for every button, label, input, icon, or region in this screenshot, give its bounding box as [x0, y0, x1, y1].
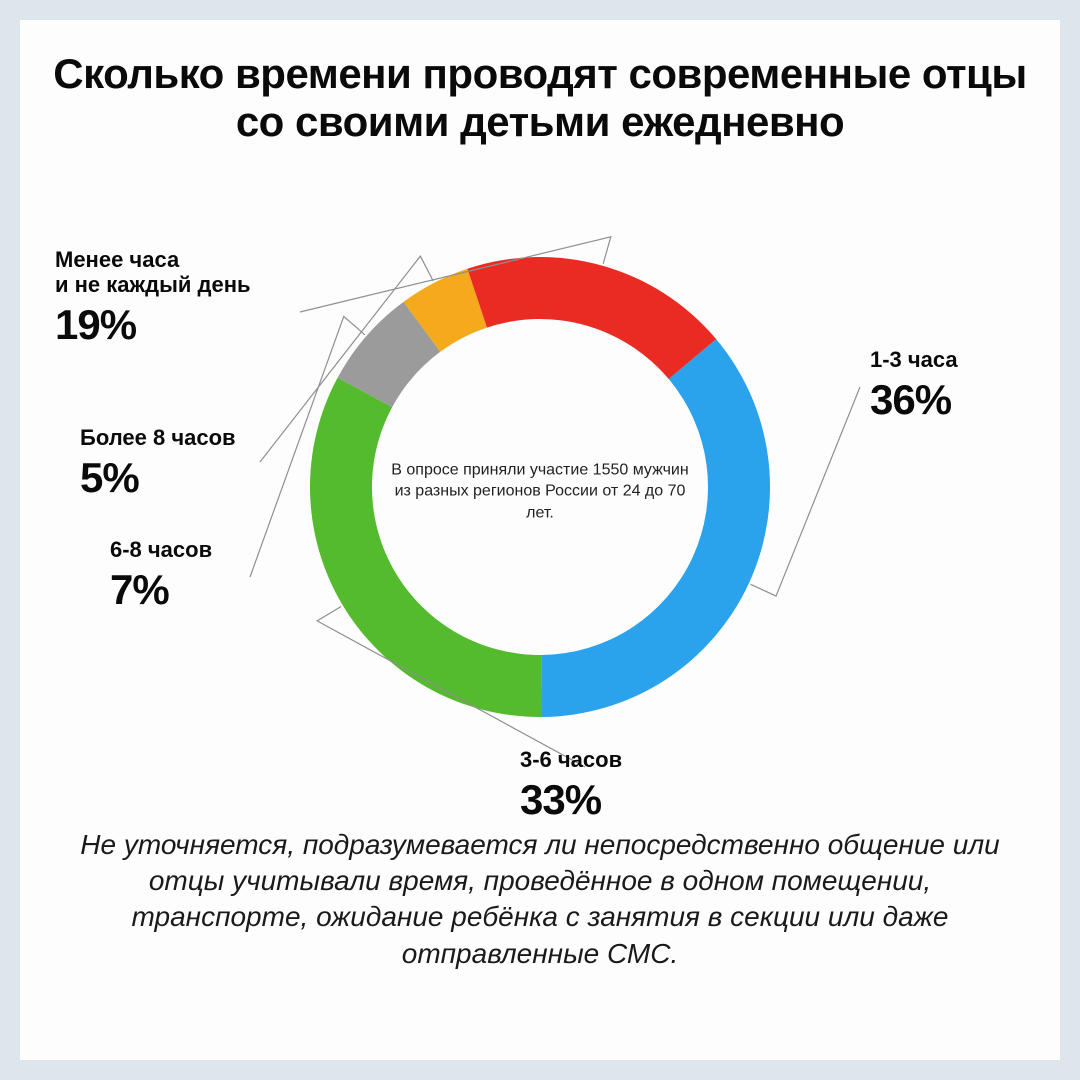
page-title: Сколько времени проводят современные отц… [40, 50, 1040, 147]
callout-less-than-hour: Менее часа и не каждый день 19% [55, 247, 251, 350]
donut-slice-3-6 [310, 377, 542, 716]
callout-percent: 7% [110, 566, 212, 614]
callout-percent: 36% [870, 376, 958, 424]
callout-percent: 19% [55, 301, 251, 349]
donut-slice-less1 [467, 257, 716, 379]
callout-3-6h: 3-6 часов 33% [520, 747, 622, 824]
callout-label: 6-8 часов [110, 537, 212, 562]
callout-label: Менее часа и не каждый день [55, 247, 251, 298]
callout-percent: 5% [80, 454, 236, 502]
callout-label: Более 8 часов [80, 425, 236, 450]
chart-center-caption: В опросе приняли участие 1550 мужчин из … [390, 459, 690, 524]
footnote: Не уточняется, подразумевается ли непоср… [40, 827, 1040, 973]
chart-area: В опросе приняли участие 1550 мужчин из … [40, 157, 1040, 827]
callout-more-8h: Более 8 часов 5% [80, 425, 236, 502]
card: Сколько времени проводят современные отц… [20, 20, 1060, 1060]
donut-slice-1-3 [541, 339, 770, 717]
callout-6-8h: 6-8 часов 7% [110, 537, 212, 614]
callout-1-3h: 1-3 часа 36% [870, 347, 958, 424]
callout-label: 1-3 часа [870, 347, 958, 372]
callout-label: 3-6 часов [520, 747, 622, 772]
callout-percent: 33% [520, 776, 622, 824]
